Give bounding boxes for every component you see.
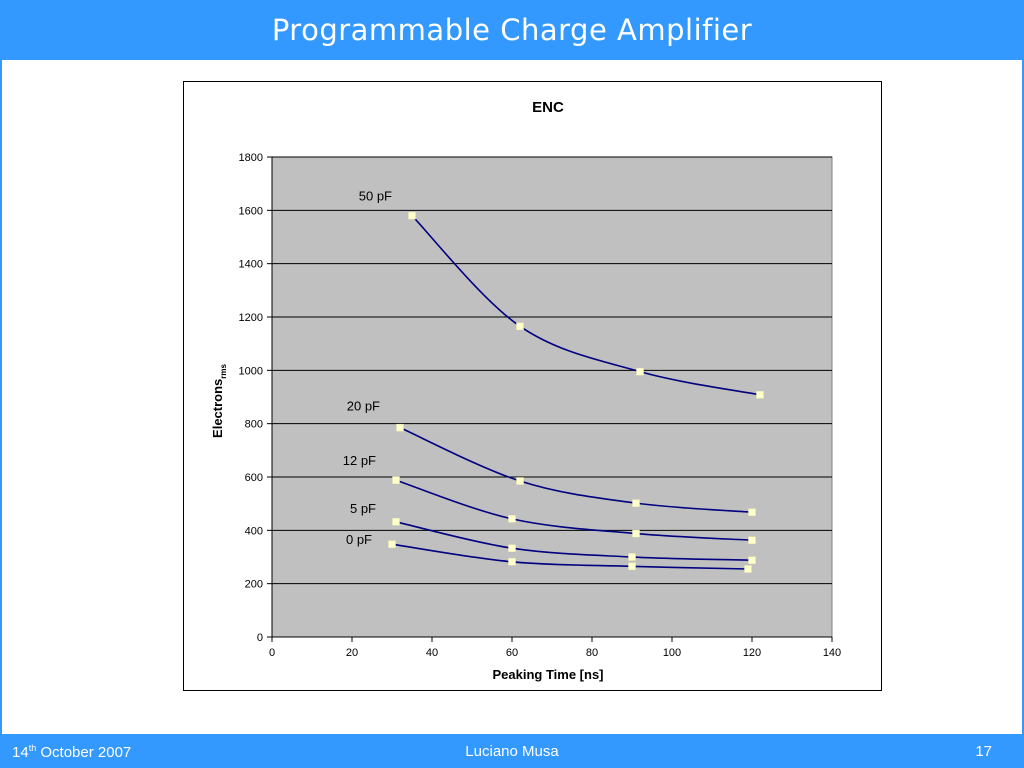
data-point bbox=[508, 558, 516, 566]
series-line bbox=[391, 543, 749, 570]
plot-area bbox=[271, 156, 833, 638]
y-tick-label: 800 bbox=[245, 419, 263, 431]
data-point bbox=[628, 553, 636, 561]
enc-chart: 0 200 400 600 800 1000 1200 1400 1600 1800 0 20 40 60… bbox=[210, 99, 841, 682]
data-point bbox=[388, 540, 396, 548]
title-bar: Programmable Charge Amplifier bbox=[0, 0, 1024, 60]
footer-page-number: 17 bbox=[975, 743, 992, 760]
footer-date-suffix: th bbox=[28, 743, 37, 753]
right-border bbox=[1022, 60, 1024, 734]
data-point bbox=[748, 508, 756, 516]
series-line bbox=[399, 426, 753, 513]
x-tick-label: 100 bbox=[663, 647, 681, 659]
y-tick-label: 600 bbox=[245, 472, 263, 484]
y-tick-label: 1400 bbox=[239, 259, 263, 271]
y-tick-label: 0 bbox=[257, 632, 263, 644]
chart-frame: 0 200 400 600 800 1000 1200 1400 1600 1800 0 20 40 60… bbox=[183, 81, 882, 691]
x-axis-label: Peaking Time [ns] bbox=[492, 667, 603, 682]
data-point bbox=[396, 423, 404, 432]
x-tick-label: 80 bbox=[586, 647, 598, 659]
y-tick-label: 200 bbox=[245, 579, 263, 591]
series-label: 5 pF bbox=[350, 501, 376, 516]
series-line bbox=[395, 521, 753, 561]
footer-bar: 14th October 2007 Luciano Musa 17 bbox=[0, 734, 1024, 768]
data-point bbox=[748, 556, 756, 564]
footer-date-day: 14 bbox=[12, 744, 29, 761]
y-axis-label: Electronsrms bbox=[210, 363, 228, 437]
series-line bbox=[395, 479, 753, 541]
footer-author: Luciano Musa bbox=[465, 743, 559, 760]
y-tick-label: 1200 bbox=[239, 312, 263, 324]
x-tick-label: 140 bbox=[823, 647, 841, 659]
data-point bbox=[632, 499, 640, 507]
x-tick-label: 20 bbox=[346, 647, 358, 659]
chart-title: ENC bbox=[532, 99, 564, 116]
data-point bbox=[392, 476, 400, 484]
series-label: 0 pF bbox=[346, 532, 372, 547]
data-point bbox=[628, 562, 636, 571]
slide-title: Programmable Charge Amplifier bbox=[271, 13, 753, 47]
x-tick-label: 0 bbox=[269, 647, 275, 659]
y-tick-label: 400 bbox=[245, 525, 263, 537]
y-tick-label: 1800 bbox=[239, 152, 263, 164]
data-point bbox=[508, 544, 516, 552]
data-point bbox=[516, 322, 524, 331]
y-axis-label-main: Electrons bbox=[210, 379, 225, 438]
data-point bbox=[744, 565, 752, 573]
y-axis-label-sub: rms bbox=[219, 363, 228, 378]
footer-date: 14th October 2007 bbox=[12, 743, 131, 761]
left-border bbox=[0, 60, 2, 734]
series-label: 12 pF bbox=[343, 453, 376, 468]
y-tick-label: 1600 bbox=[239, 205, 263, 217]
series-line bbox=[411, 215, 761, 396]
y-tick-label: 1000 bbox=[239, 365, 263, 377]
data-point bbox=[636, 367, 644, 376]
data-point bbox=[508, 515, 516, 523]
data-point bbox=[516, 477, 524, 485]
x-tick-label: 120 bbox=[743, 647, 761, 659]
x-tick-label: 60 bbox=[506, 647, 518, 659]
data-point bbox=[408, 211, 416, 220]
footer-date-rest: October 2007 bbox=[36, 744, 132, 761]
series-label: 20 pF bbox=[347, 399, 380, 414]
data-point bbox=[748, 536, 756, 544]
data-point bbox=[392, 518, 400, 526]
data-point bbox=[632, 529, 640, 538]
series-label: 50 pF bbox=[359, 189, 392, 204]
data-point bbox=[756, 391, 764, 399]
x-tick-label: 40 bbox=[426, 647, 438, 659]
